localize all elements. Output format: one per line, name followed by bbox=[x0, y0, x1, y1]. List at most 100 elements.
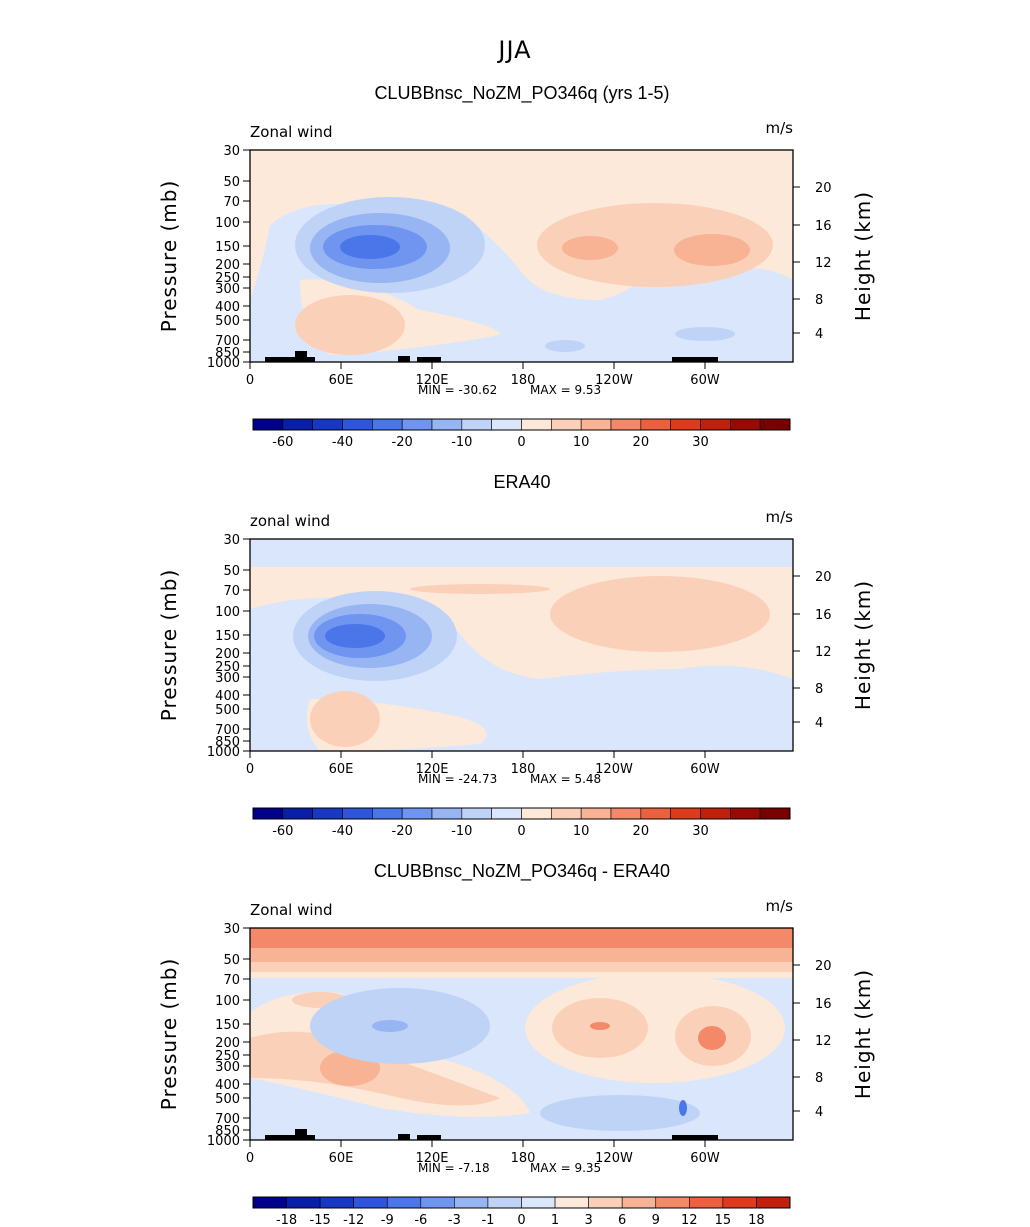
y-tick-label: 30 bbox=[223, 533, 240, 548]
colorbar-label: -20 bbox=[392, 824, 413, 839]
colorbar-swatch bbox=[401, 807, 433, 820]
field-label: Zonal wind bbox=[250, 123, 333, 141]
colorbar-label: 30 bbox=[692, 824, 709, 839]
topography-block bbox=[672, 357, 718, 362]
colorbar-label: 0 bbox=[517, 824, 525, 839]
x-tick-label: 0 bbox=[246, 1151, 254, 1166]
topography-block bbox=[295, 1129, 307, 1140]
colorbar-label: -1 bbox=[481, 1213, 494, 1227]
colorbar-label: 20 bbox=[633, 824, 650, 839]
field-label: zonal wind bbox=[250, 512, 330, 530]
units-label: m/s bbox=[766, 897, 794, 915]
x-tick-label: 180 bbox=[511, 762, 536, 777]
colorbar-label: 1 bbox=[551, 1213, 559, 1227]
colorbar-swatch bbox=[759, 807, 791, 820]
y2-tick-label: 12 bbox=[815, 1034, 832, 1049]
x-tick-label: 60E bbox=[329, 762, 354, 777]
colorbar-swatch bbox=[282, 418, 313, 431]
y-axis-label: Pressure (mb) bbox=[157, 569, 181, 722]
colorbar-swatch bbox=[759, 418, 791, 431]
min-label: MIN = -7.18 bbox=[418, 1161, 490, 1175]
colorbar-frame bbox=[252, 807, 791, 820]
surface-easterly-a bbox=[545, 340, 585, 352]
colorbar-swatch bbox=[551, 807, 582, 820]
colorbar-label: -20 bbox=[392, 435, 413, 450]
max-label: MAX = 5.48 bbox=[530, 772, 601, 786]
panel-title: CLUBBnsc_NoZM_PO346q (yrs 1-5) bbox=[374, 83, 669, 104]
y-tick-label: 250 bbox=[215, 1049, 240, 1064]
x-tick-label: 180 bbox=[511, 373, 536, 388]
lower-westerly-core bbox=[310, 691, 380, 747]
field-layer bbox=[250, 928, 793, 1140]
y-tick-label: 1000 bbox=[207, 356, 240, 371]
y-tick-label: 30 bbox=[223, 144, 240, 159]
topography-block bbox=[295, 351, 307, 362]
colorbar-swatch bbox=[312, 418, 343, 431]
y-tick-label: 500 bbox=[215, 1092, 240, 1107]
panel-title: ERA40 bbox=[493, 472, 550, 492]
y2-tick-label: 8 bbox=[815, 682, 823, 697]
strat-diff-band-3 bbox=[250, 962, 793, 972]
colorbar-frame bbox=[252, 1196, 791, 1209]
colorbar-swatch bbox=[521, 418, 552, 431]
colorbar-swatch bbox=[252, 1196, 287, 1209]
colorbar-label: 9 bbox=[652, 1213, 660, 1227]
units-label: m/s bbox=[766, 508, 794, 526]
y-axis-label: Pressure (mb) bbox=[157, 958, 181, 1111]
min-label: MIN = -24.73 bbox=[418, 772, 497, 786]
colorbar-label: 30 bbox=[692, 435, 709, 450]
colorbar-swatch bbox=[588, 1196, 623, 1209]
panel-3: CLUBBnsc_NoZM_PO346q - ERA40 Zonal wind m/… bbox=[157, 861, 875, 1227]
colorbar-swatch bbox=[431, 807, 463, 820]
diff-negative-min bbox=[679, 1100, 687, 1116]
x-tick-label: 120E bbox=[415, 373, 448, 388]
colorbar-swatch bbox=[491, 418, 522, 431]
colorbar-label: -15 bbox=[310, 1213, 331, 1227]
y2-tick-label: 12 bbox=[815, 256, 832, 271]
x-tick-label: 60E bbox=[329, 373, 354, 388]
y-tick-label: 70 bbox=[223, 584, 240, 599]
colorbar-label: 0 bbox=[517, 435, 525, 450]
y-tick-label: 1000 bbox=[207, 745, 240, 760]
colorbar-swatch bbox=[521, 1196, 556, 1209]
colorbar-swatch bbox=[670, 807, 701, 820]
colorbar-swatch bbox=[342, 418, 373, 431]
colorbar-label: 0 bbox=[517, 1213, 525, 1227]
colorbar-label: -6 bbox=[414, 1213, 427, 1227]
y2-tick-label: 12 bbox=[815, 645, 832, 660]
diff-negative-core bbox=[372, 1020, 408, 1032]
jet-core bbox=[340, 235, 400, 259]
topography-block bbox=[265, 357, 315, 362]
x-tick-label: 120E bbox=[415, 1151, 448, 1166]
colorbar-swatch bbox=[487, 1196, 522, 1209]
colorbar-swatch bbox=[282, 807, 313, 820]
x-tick-label: 60W bbox=[690, 373, 720, 388]
x-tick-label: 120W bbox=[595, 1151, 633, 1166]
y-tick-label: 100 bbox=[215, 216, 240, 231]
x-tick-label: 60W bbox=[690, 762, 720, 777]
colorbar-swatch bbox=[621, 1196, 657, 1209]
colorbar-swatch bbox=[454, 1196, 489, 1209]
field-layer bbox=[250, 539, 793, 751]
panel-1: CLUBBnsc_NoZM_PO346q (yrs 1-5) Zonal wind… bbox=[157, 83, 875, 450]
colorbar-swatch bbox=[640, 418, 671, 431]
strat-diff-band-4 bbox=[250, 972, 793, 978]
topography-block bbox=[417, 1135, 441, 1140]
colorbar-swatch bbox=[461, 418, 492, 431]
units-label: m/s bbox=[766, 119, 794, 137]
colorbar-swatch bbox=[610, 418, 642, 431]
x-tick-label: 120E bbox=[415, 762, 448, 777]
colorbar-label: 3 bbox=[584, 1213, 592, 1227]
y2-axis-label: Height (km) bbox=[851, 580, 875, 710]
colorbar-label: -60 bbox=[272, 435, 293, 450]
surface-easterly-b bbox=[675, 327, 735, 341]
colorbar-swatch bbox=[491, 807, 522, 820]
field-layer bbox=[250, 150, 793, 362]
strat-diff-band-2 bbox=[250, 948, 793, 962]
colorbar-label: -40 bbox=[332, 435, 353, 450]
y-tick-label: 150 bbox=[215, 1018, 240, 1033]
x-tick-label: 0 bbox=[246, 762, 254, 777]
y-tick-label: 500 bbox=[215, 703, 240, 718]
y-tick-label: 50 bbox=[223, 953, 240, 968]
